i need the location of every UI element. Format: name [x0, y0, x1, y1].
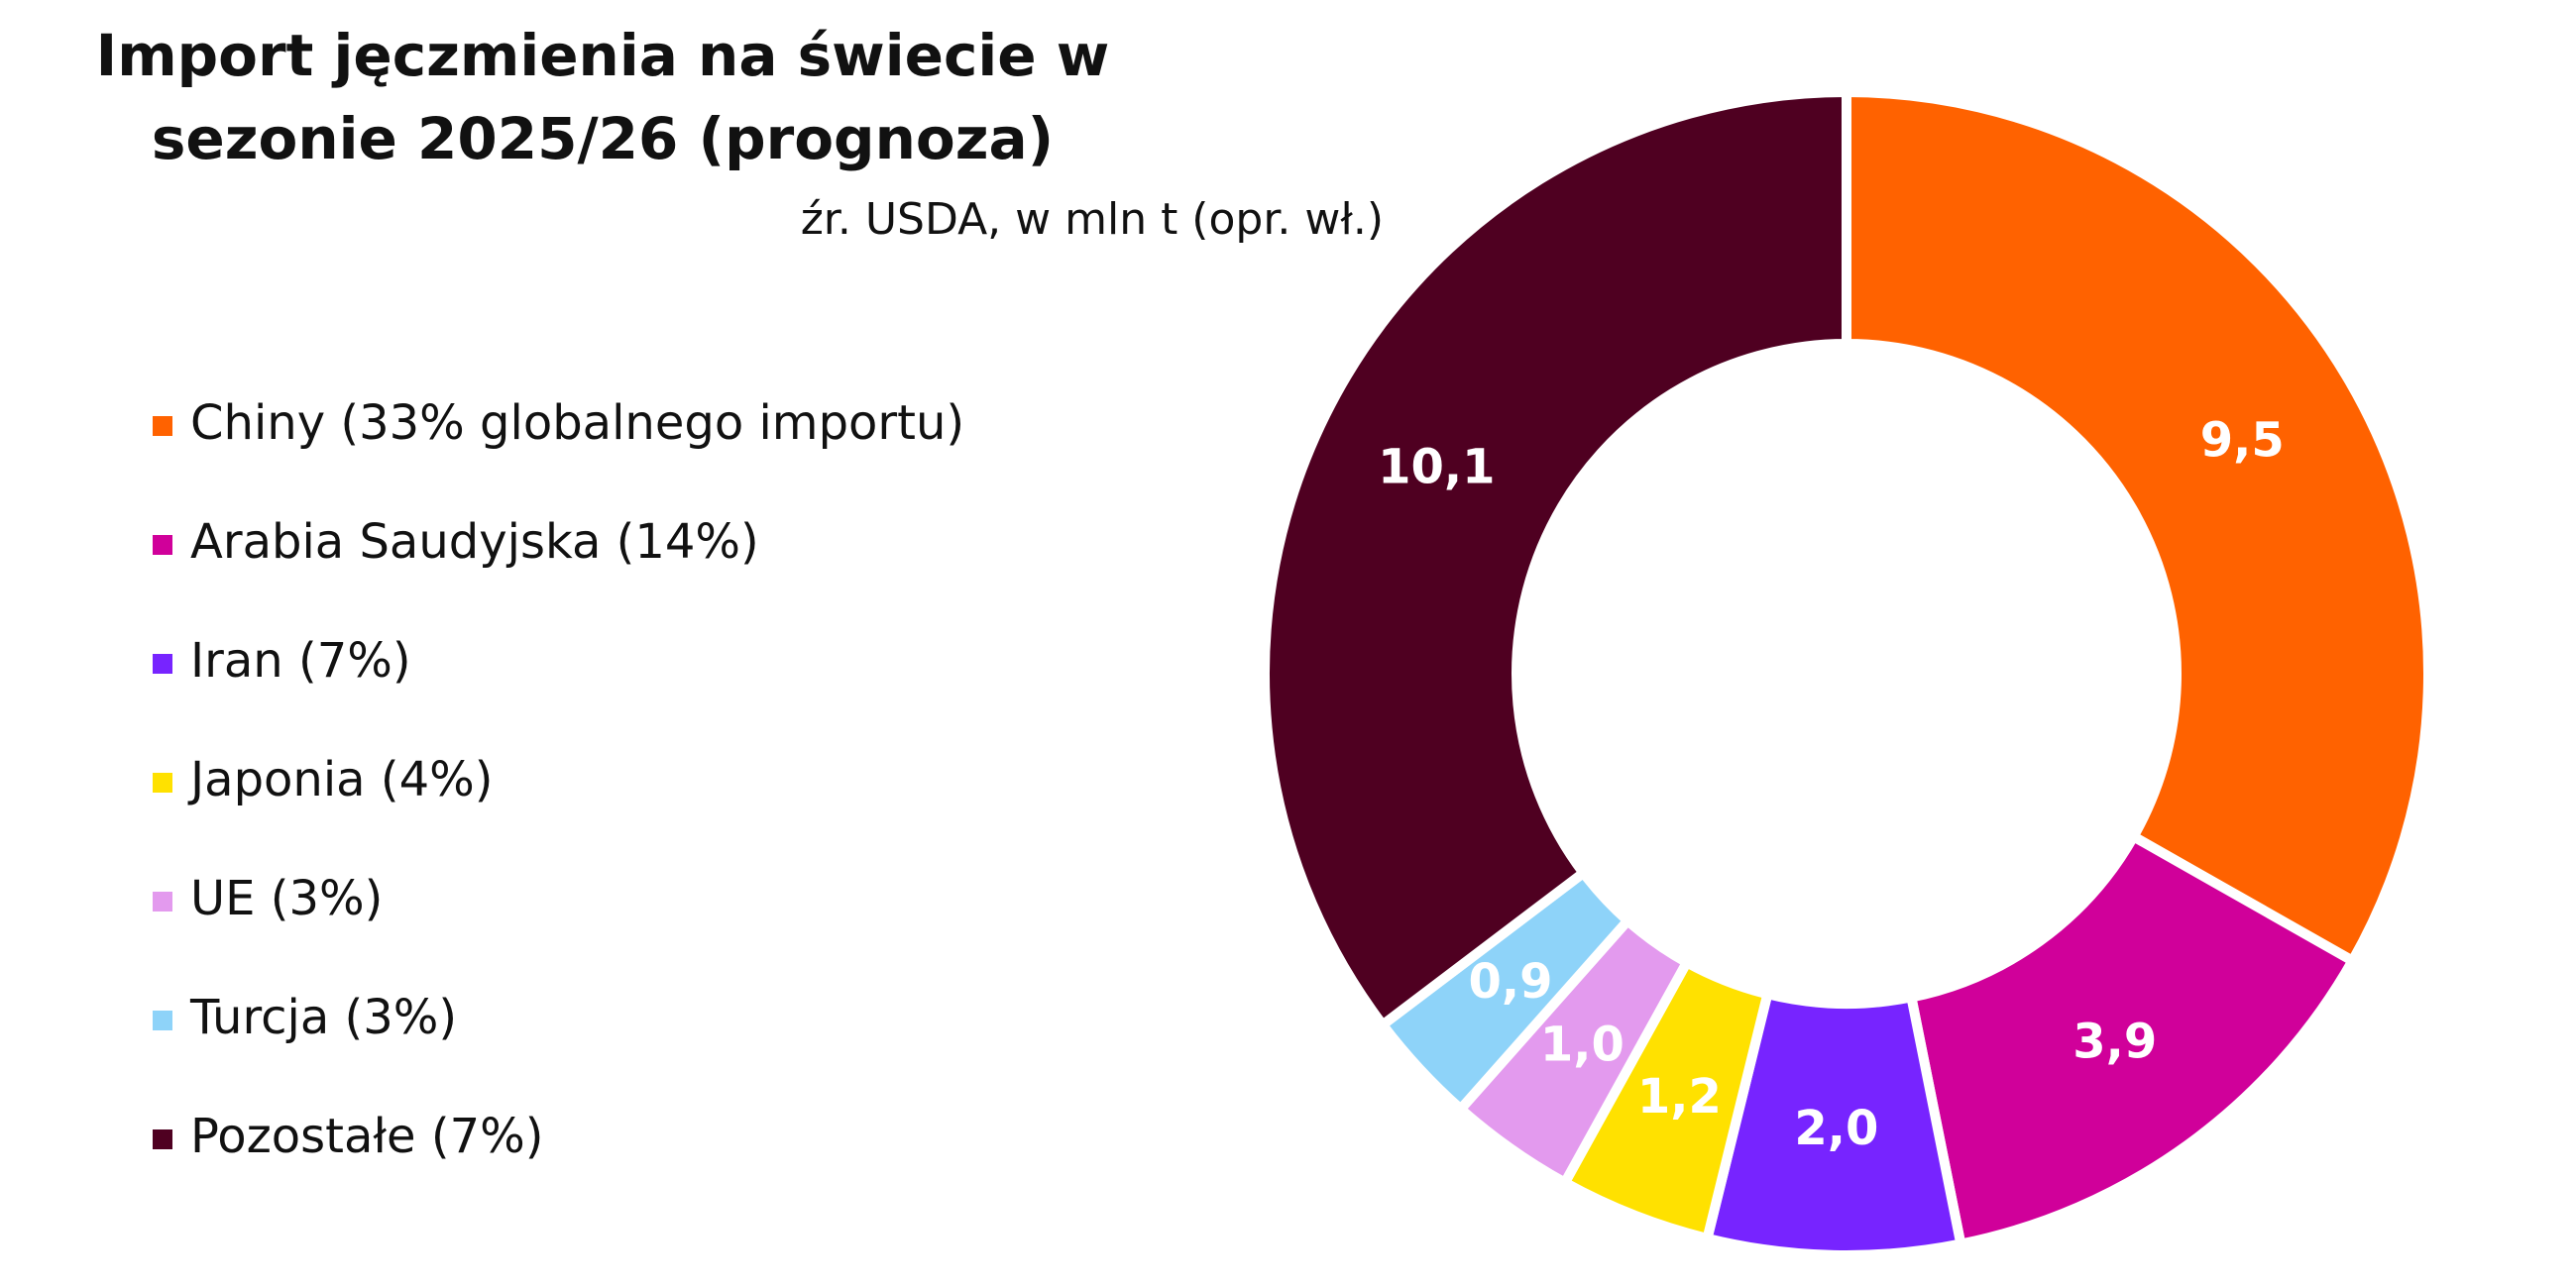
- data-label: 9,5: [2200, 413, 2285, 469]
- legend-swatch: [153, 1129, 172, 1149]
- legend-swatch: [153, 535, 172, 555]
- legend-label: Turcja (3%): [189, 990, 457, 1045]
- data-label: 0,9: [1468, 954, 1552, 1010]
- legend-label: Pozostałe (7%): [190, 1109, 543, 1164]
- data-label: 10,1: [1378, 439, 1495, 494]
- chart-subtitle: źr. USDA, w mln t (opr. wł.): [800, 194, 1384, 245]
- data-label: 1,0: [1540, 1017, 1624, 1072]
- donut-slice: [1905, 829, 2360, 1250]
- legend-label: Iran (7%): [190, 633, 411, 689]
- legend-label: Japonia (4%): [187, 752, 493, 807]
- legend-label: Arabia Saudyjska (14%): [190, 514, 759, 570]
- data-label: 1,2: [1637, 1069, 1722, 1125]
- data-label: 3,9: [2072, 1014, 2157, 1069]
- legend-swatch: [153, 416, 172, 436]
- donut-slice: [1842, 86, 2433, 968]
- legend-swatch: [153, 654, 172, 674]
- legend-label: UE (3%): [190, 871, 383, 926]
- data-label: 2,0: [1794, 1101, 1878, 1156]
- legend-swatch: [153, 773, 172, 793]
- legend-swatch: [153, 892, 172, 912]
- donut-slice: [1260, 86, 1851, 1032]
- legend-label: Chiny (33% globalnego importu): [190, 395, 964, 451]
- legend-swatch: [153, 1011, 172, 1030]
- chart-title: Import jęczmienia na świecie w sezonie 2…: [95, 22, 1110, 172]
